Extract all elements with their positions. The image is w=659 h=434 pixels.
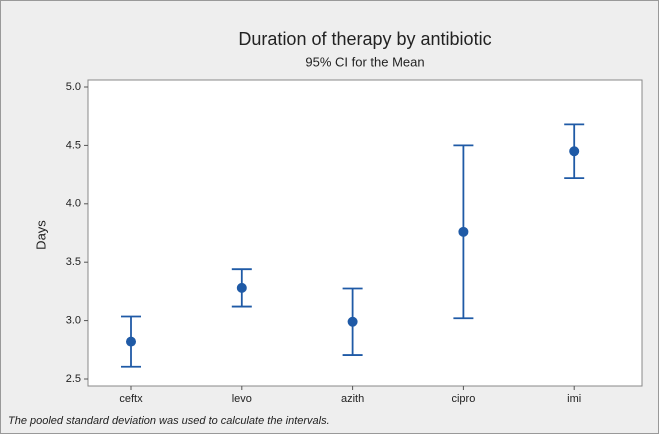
chart-subtitle: 95% CI for the Mean	[305, 54, 424, 69]
plot-area	[87, 79, 643, 387]
mean-marker	[347, 316, 358, 327]
x-tick-label: imi	[567, 393, 581, 405]
x-tick-label: azith	[341, 393, 364, 405]
x-tick-label: levo	[232, 393, 252, 405]
chart-title: Duration of therapy by antibiotic	[238, 29, 491, 49]
y-axis-label: Days	[33, 220, 48, 250]
mean-marker	[569, 146, 580, 157]
y-tick-label: 2.5	[66, 373, 81, 385]
y-tick-label: 4.0	[66, 198, 81, 210]
mean-marker	[126, 336, 136, 347]
y-tick-label: 3.5	[66, 256, 81, 268]
footnote: The pooled standard deviation was used t…	[8, 415, 330, 427]
y-tick-label: 4.5	[66, 139, 81, 151]
x-tick-label: ceftx	[119, 393, 143, 405]
y-tick-label: 3.0	[66, 315, 81, 327]
x-tick-label: cipro	[451, 393, 475, 405]
mean-marker	[236, 282, 247, 293]
y-tick-label: 5.0	[66, 81, 81, 93]
mean-marker	[458, 226, 469, 237]
